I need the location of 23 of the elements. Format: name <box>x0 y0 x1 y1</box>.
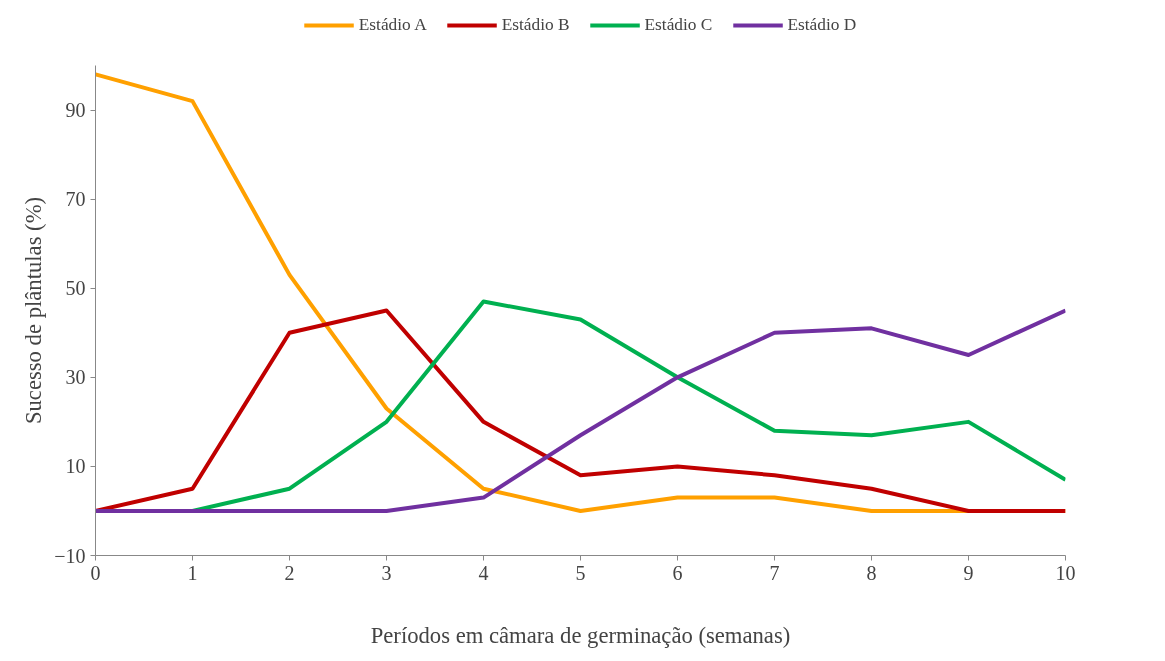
x-tick-label: 6 <box>672 561 683 584</box>
x-tick-label: 3 <box>381 561 392 584</box>
y-tick-label: 10 <box>65 455 86 478</box>
y-tick-label: 50 <box>65 277 86 300</box>
x-tick-label: 9 <box>963 561 974 584</box>
x-tick-label: 4 <box>478 561 489 584</box>
y-tick-label: −10 <box>54 544 86 567</box>
x-tick-label: 8 <box>866 561 877 584</box>
x-tick-label: 0 <box>90 561 101 584</box>
y-tick-label: 70 <box>65 188 86 211</box>
x-tick-label: 2 <box>284 561 295 584</box>
y-tick-label: 90 <box>65 99 86 122</box>
legend-label: Estádio A <box>358 15 427 35</box>
x-axis-title: Períodos em câmara de germinação (semanas) <box>370 622 791 648</box>
x-tick-label: 5 <box>575 561 586 584</box>
legend-label: Estádio C <box>644 15 713 35</box>
legend-label: Estádio D <box>787 15 857 35</box>
x-tick-label: 1 <box>187 561 198 584</box>
x-tick-label: 7 <box>769 561 780 584</box>
y-tick-label: 30 <box>65 366 86 389</box>
x-tick-label: 10 <box>1055 561 1076 584</box>
y-axis-title: Sucesso de plântulas (%) <box>21 196 47 425</box>
legend-label: Estádio B <box>501 15 570 35</box>
